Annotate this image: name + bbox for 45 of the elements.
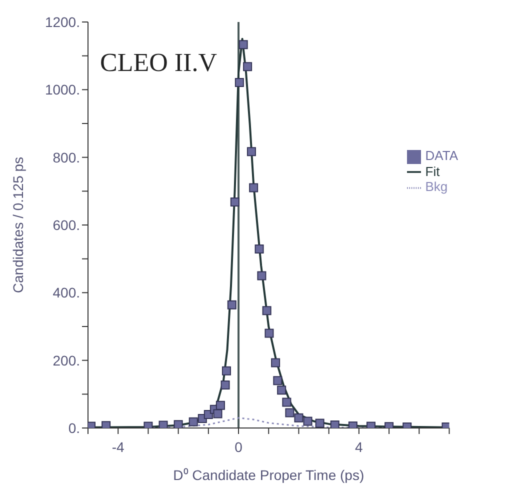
point <box>243 62 252 72</box>
point <box>230 197 240 206</box>
point <box>348 421 358 428</box>
point <box>315 418 324 428</box>
point <box>282 398 292 407</box>
x-tick-label: 0 <box>234 439 243 455</box>
y-tick-label: 200. <box>52 352 80 368</box>
x-tick-label: -4 <box>112 439 125 455</box>
point <box>273 376 282 386</box>
x-tick-label: 4 <box>355 439 364 455</box>
point <box>220 380 230 390</box>
point <box>277 386 286 395</box>
annotation: CLEO II.V <box>100 48 217 78</box>
point <box>254 244 264 254</box>
x-axis-title: D⁰ Candidate Proper Time (ps) <box>173 467 364 483</box>
legend-label: DATA <box>425 148 458 163</box>
point <box>188 417 198 426</box>
point <box>227 300 236 310</box>
y-tick-label: 800. <box>52 149 80 166</box>
legend-label: Bkg <box>425 179 448 194</box>
y-tick-label: 1200. <box>44 14 80 30</box>
point <box>102 421 111 428</box>
point <box>174 420 183 428</box>
point <box>257 271 266 280</box>
y-tick-label: 600. <box>52 216 80 233</box>
point <box>264 328 274 338</box>
point <box>246 147 256 156</box>
point <box>262 306 272 316</box>
point <box>222 366 231 376</box>
y-tick-label: 1000. <box>44 82 80 98</box>
point <box>238 40 248 50</box>
point <box>303 416 312 426</box>
y-tick-label: 400. <box>52 284 80 301</box>
point <box>294 413 304 422</box>
point <box>271 358 280 368</box>
point <box>216 400 225 410</box>
point <box>285 408 294 418</box>
point <box>330 420 340 428</box>
point <box>249 183 258 192</box>
point <box>213 409 222 418</box>
legend-label: Fit <box>425 164 440 179</box>
point <box>158 420 168 428</box>
point <box>234 78 244 88</box>
y-axis-title: Candidates / 0.125 ps <box>10 156 26 294</box>
y-tick-label: 0. <box>68 420 80 436</box>
